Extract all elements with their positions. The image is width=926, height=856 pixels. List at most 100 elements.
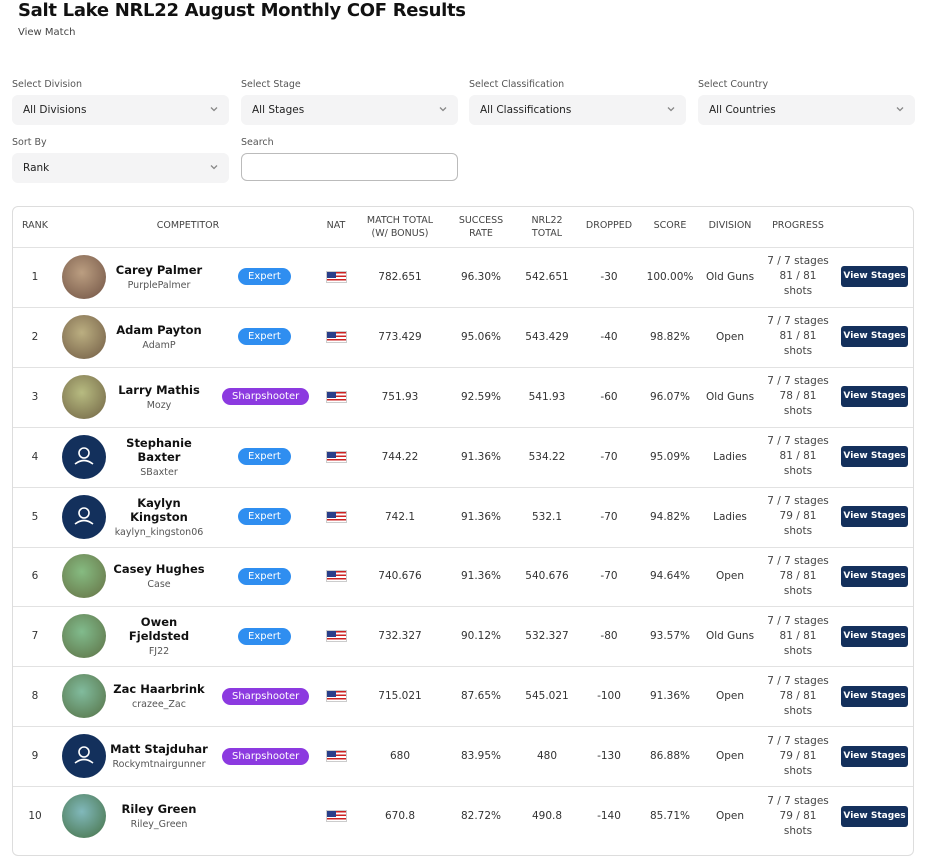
column-header: NAT [326,220,346,231]
nrl22-total: 545.021 [525,690,569,703]
class-badge: Expert [238,567,291,585]
row-divider [13,247,913,248]
competitor-name: Owen Fjeldsted [128,615,190,644]
avatar [62,434,106,479]
division: Open [715,330,745,343]
competitor: Riley Green Riley_Green [109,786,209,846]
filter-select[interactable]: All Divisions [12,95,229,125]
score: 96.07% [649,390,691,403]
competitor-username: AdamP [142,339,176,351]
filter-value: All Countries [709,104,776,116]
division: Open [715,690,745,703]
table-row: 5 Kaylyn Kingston kaylyn_kingston06 Expert 7… [13,487,913,547]
nrl22-total: 541.93 [528,390,566,403]
nrl22-total: 540.676 [525,570,569,583]
competitor-username: PurplePalmer [127,279,191,291]
dropped: -100 [597,690,621,703]
competitor: Casey Hughes Case [109,547,209,607]
view-stages-button[interactable]: View Stages [841,446,908,468]
division: Old Guns [705,270,755,283]
score: 93.57% [649,630,691,643]
nrl22-total: 532.1 [531,510,563,523]
progress-stages: 7 / 7 stages [767,495,829,508]
column-header: SCORE [653,220,687,231]
view-stages-button[interactable]: View Stages [841,625,908,647]
avatar [62,734,106,779]
filter-select[interactable]: Rank [12,153,229,183]
progress-shots: 81 / 81 shots [779,270,817,298]
row-divider [13,486,913,488]
flag [326,510,347,523]
competitor-name: Riley Green [121,802,197,817]
view-stages-button[interactable]: View Stages [841,506,908,528]
column-header: NRL22 TOTAL [531,215,563,239]
rank: 1 [31,270,39,283]
view-stages-button[interactable]: View Stages [841,745,908,767]
match-total: 742.1 [384,510,416,523]
success-rate: 96.30% [460,270,502,283]
progress-shots: 78 / 81 shots [779,569,817,597]
filter-value: All Classifications [480,104,572,116]
view-stages-button[interactable]: View Stages [841,326,908,348]
progress-shots: 81 / 81 shots [779,330,817,358]
match-total: 773.429 [378,330,422,343]
avatar [62,494,106,539]
row-divider [13,606,913,608]
score: 94.82% [649,510,691,523]
table-row: 3 Larry Mathis Mozy Sharpshooter 751.93 92.59… [13,367,913,427]
competitor-username: Case [147,579,171,591]
competitor-name: Kaylyn Kingston [130,495,188,524]
rank: 10 [28,810,42,823]
avatar [62,614,106,659]
view-match-link[interactable]: View Match [18,27,76,38]
division: Old Guns [705,390,755,403]
competitor-name: Stephanie Baxter [126,435,192,464]
progress: 7 / 7 stages 81 / 81 shots [763,427,833,487]
view-stages-button[interactable]: View Stages [841,266,908,288]
flag [326,750,347,763]
search-input[interactable] [241,153,458,181]
progress: 7 / 7 stages 78 / 81 shots [763,547,833,607]
flag [326,690,347,703]
competitor: Zac Haarbrink crazee_Zac [109,666,209,726]
progress: 7 / 7 stages 79 / 81 shots [763,726,833,786]
view-stages-button[interactable]: View Stages [841,805,908,827]
progress-stages: 7 / 7 stages [767,674,829,687]
progress: 7 / 7 stages 78 / 81 shots [763,367,833,427]
flag [326,270,347,283]
competitor: Adam Payton AdamP [109,307,209,367]
competitor: Stephanie Baxter SBaxter [109,427,209,487]
filter-value: All Divisions [23,104,87,116]
competitor: Matt Stajduhar Rockymtnairgunner [109,726,209,786]
match-total: 680 [389,750,411,763]
division: Open [715,750,745,763]
progress-stages: 7 / 7 stages [767,794,829,807]
dropped: -130 [597,750,621,763]
view-stages-button[interactable]: View Stages [841,685,908,707]
avatar [62,314,106,359]
filter-select[interactable]: All Classifications [469,95,686,125]
nrl22-total: 490.8 [531,810,563,823]
column-header: DIVISION [708,220,752,231]
class-badge: Sharpshooter [222,747,310,765]
progress-stages: 7 / 7 stages [767,255,829,268]
nrl22-total: 534.22 [528,450,566,463]
table-row: 1 Carey Palmer PurplePalmer Expert 782.651 96… [13,247,913,307]
view-stages-button[interactable]: View Stages [841,565,908,587]
filter-label: Select Classification [469,79,565,90]
class-badge: Expert [238,328,291,346]
filter-select[interactable]: All Stages [241,95,458,125]
rank: 4 [31,450,39,463]
rank: 5 [31,510,39,523]
flag [326,450,347,463]
filter-select[interactable]: All Countries [698,95,915,125]
filter-value: All Stages [252,104,305,116]
dropped: -60 [600,390,618,403]
view-stages-button[interactable]: View Stages [841,386,908,408]
competitor-name: Carey Palmer [115,262,203,277]
competitor-name: Larry Mathis [118,382,200,397]
match-total: 715.021 [378,690,422,703]
filter-value: Rank [23,162,50,174]
competitor-name: Matt Stajduhar [110,742,208,757]
progress-shots: 79 / 81 shots [779,749,817,777]
